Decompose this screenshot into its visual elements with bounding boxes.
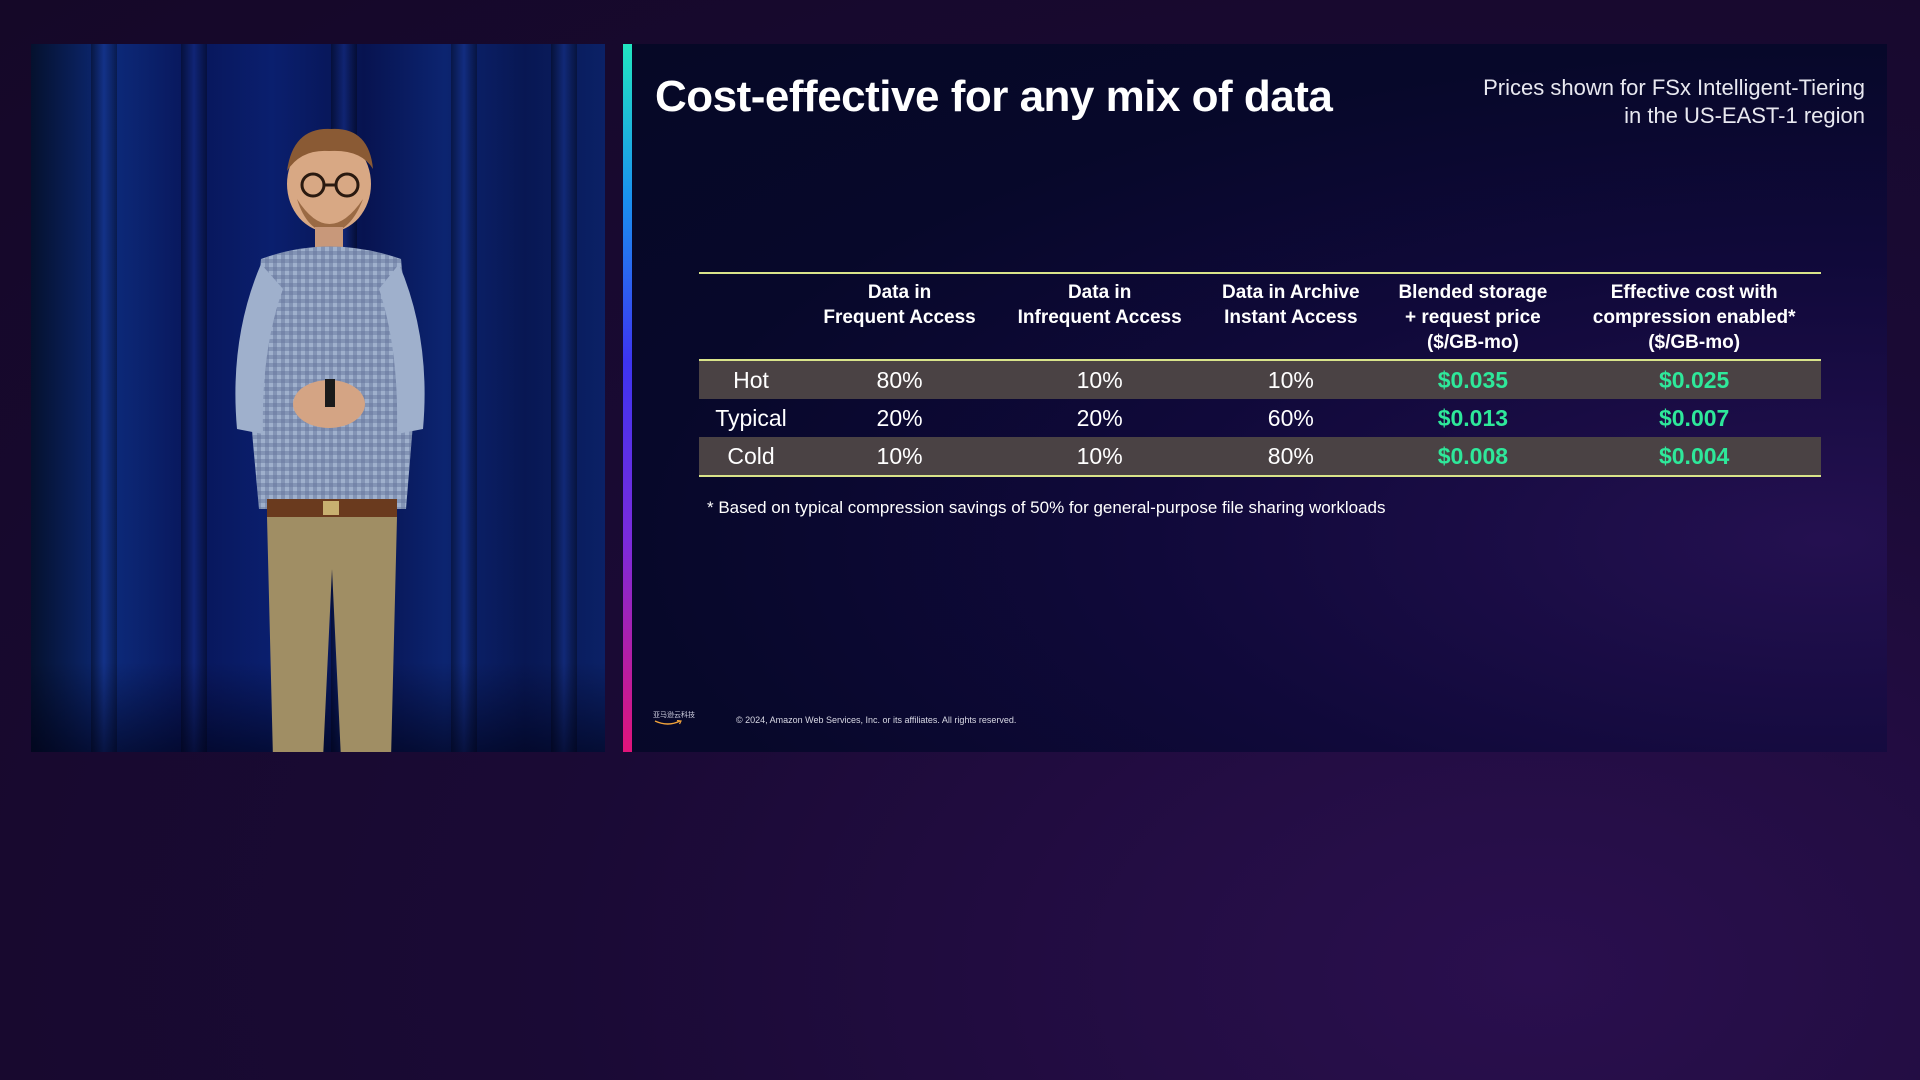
table-cell: 60% (1267, 404, 1314, 431)
speaker-video (31, 44, 605, 752)
pricing-note-line: Prices shown for FSx Intelligent-Tiering (1483, 75, 1865, 100)
table-row: Cold 10% 10% 80% $0.008 $0.004 (699, 437, 1821, 477)
table-cell: 80% (803, 360, 997, 399)
header-cell-frequent: Data in Frequent Access (803, 272, 997, 361)
effective-price: $0.007 (1658, 404, 1730, 431)
table-cell: 20% (876, 404, 923, 431)
header-line: Blended storage (1398, 282, 1548, 303)
effective-price: $0.025 (1567, 360, 1821, 399)
header-line: + request price (1405, 307, 1541, 328)
table-row: Hot 80% 10% 10% $0.035 $0.025 (699, 360, 1821, 399)
table-cell: 10% (1203, 360, 1379, 399)
header-line: Frequent Access (823, 307, 976, 328)
blended-price: $0.008 (1378, 437, 1568, 477)
header-cell-infrequent: Data in Infrequent Access (996, 272, 1204, 361)
header-cell-tier (699, 272, 803, 361)
copyright: © 2024, Amazon Web Services, Inc. or its… (736, 715, 1017, 725)
row-label: Hot (699, 360, 803, 399)
table-cell: 10% (996, 437, 1204, 477)
table-header-row: Data in Frequent Access Data in Infreque… (699, 272, 1821, 361)
curtain-fold (91, 44, 117, 752)
blended-price: $0.013 (1437, 404, 1509, 431)
table-cell: 80% (1203, 437, 1379, 477)
header-line: Data in Archive (1222, 282, 1360, 303)
header-cell-archive: Data in Archive Instant Access (1203, 272, 1379, 361)
blended-price: $0.035 (1378, 360, 1568, 399)
logo-text: 亚马逊云科技 (653, 712, 695, 719)
row-label: Cold (699, 437, 803, 477)
header-line: compression enabled* (1592, 307, 1796, 328)
header-line: ($/GB-mo) (1648, 332, 1741, 353)
slide-title: Cost-effective for any mix of data (655, 72, 1333, 121)
smile-arrow-icon (654, 720, 682, 725)
curtain-fold (551, 44, 577, 752)
presenter-figure (235, 128, 425, 752)
presentation-slide: Cost-effective for any mix of data Price… (623, 44, 1887, 752)
header-line: Data in (1067, 282, 1132, 303)
header-line: Infrequent Access (1017, 307, 1182, 328)
table-cell: 10% (996, 360, 1204, 399)
table-cell: 20% (1076, 404, 1123, 431)
header-cell-blended: Blended storage + request price ($/GB-mo… (1378, 272, 1568, 361)
effective-price: $0.004 (1567, 437, 1821, 477)
header-line: Instant Access (1224, 307, 1358, 328)
header-line: Data in (867, 282, 932, 303)
header-line: Effective cost with (1610, 282, 1778, 303)
footnote: * Based on typical compression savings o… (707, 498, 1386, 517)
curtain-fold (451, 44, 477, 752)
table-row: Typical 20% 20% 60% $0.013 $0.007 (699, 399, 1821, 437)
pricing-note: Prices shown for FSx Intelligent-Tiering… (1483, 74, 1865, 130)
header-line: ($/GB-mo) (1426, 332, 1519, 353)
table-cell: 10% (803, 437, 997, 477)
accent-bar (623, 44, 632, 752)
cost-table: Data in Frequent Access Data in Infreque… (699, 272, 1821, 477)
curtain-fold (181, 44, 207, 752)
aws-logo: 亚马逊云科技 (653, 710, 697, 726)
pricing-note-line: in the US-EAST-1 region (1624, 103, 1865, 128)
header-cell-effective: Effective cost with compression enabled*… (1567, 272, 1821, 361)
row-label: Typical (715, 404, 787, 431)
